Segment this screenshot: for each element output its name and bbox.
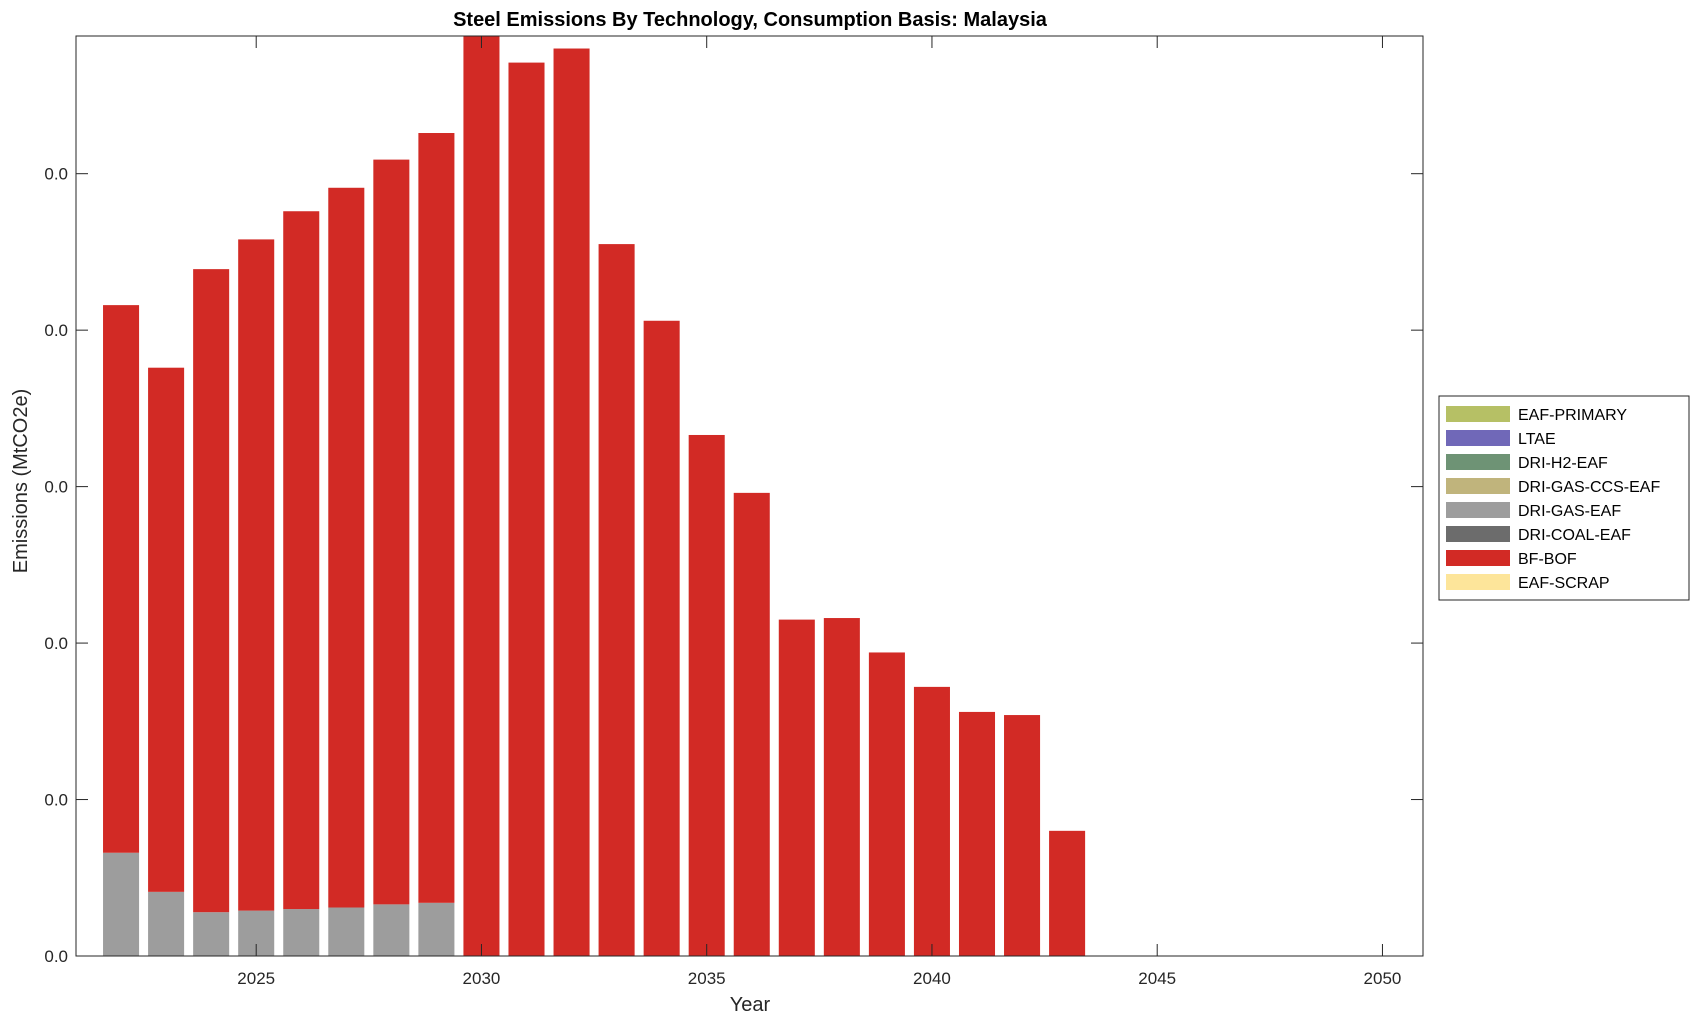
legend-label-eaf-primary: EAF-PRIMARY [1518,407,1627,424]
legend-label-dri-coal-eaf: DRI-COAL-EAF [1518,527,1631,544]
legend-label-bf-bof: BF-BOF [1518,551,1577,568]
bar-bf-bof-2030 [463,36,500,956]
bar-bf-bof-2023 [148,367,185,892]
y-tick-label: 0.0 [44,634,68,653]
axes-frame [75,35,1424,957]
bar-bf-bof-2027 [328,187,365,908]
legend-swatch-dri-gas-eaf [1446,502,1510,518]
chart-title: Steel Emissions By Technology, Consumpti… [453,9,1048,31]
bar-bf-bof-2034 [643,320,680,956]
legend-label-eaf-scrap: EAF-SCRAP [1518,575,1610,592]
x-tick-label: 2040 [913,969,951,988]
bar-bf-bof-2031 [508,62,545,957]
y-tick-label: 0.0 [44,165,68,184]
bar-dri-gas-eaf-2026 [283,909,320,956]
legend-swatch-bf-bof [1446,550,1510,566]
legend-swatch-dri-coal-eaf [1446,526,1510,542]
y-axis-label: Emissions (MtCO2e) [10,389,32,573]
bar-bf-bof-2029 [418,133,455,903]
bar-bf-bof-2039 [868,652,905,956]
y-tick-label: 0.0 [44,478,68,497]
bar-dri-gas-eaf-2023 [148,891,185,956]
bar-dri-gas-eaf-2027 [328,907,365,956]
legend-swatch-ltae [1446,430,1510,446]
bar-bf-bof-2041 [958,711,996,956]
legend-swatch-dri-gas-ccs-eaf [1446,478,1510,494]
bar-bf-bof-2036 [733,492,770,956]
bar-bf-bof-2043 [1049,830,1086,956]
legend-swatch-eaf-scrap [1446,574,1510,590]
legend: EAF-PRIMARY LTAE DRI-H2-EAF DRI-GAS-CCS-EAF… [1438,395,1690,601]
bar-bf-bof-2038 [823,618,860,956]
legend-swatch-dri-h2-eaf [1446,454,1510,470]
y-tick-label: 0.0 [44,947,68,966]
bar-bf-bof-2024 [193,269,230,913]
x-tick-label: 2030 [463,969,501,988]
legend-label-dri-gas-eaf: DRI-GAS-EAF [1518,503,1621,520]
bar-bf-bof-2026 [283,211,320,910]
bar-bf-bof-2022 [103,305,140,853]
y-tick-label: 0.0 [44,321,68,340]
bar-bf-bof-2028 [373,159,410,905]
x-axis-label: Year [730,994,771,1016]
bar-bf-bof-2037 [778,619,815,956]
bar-bf-bof-2035 [688,434,725,957]
y-tick-label: 0.0 [44,791,68,810]
bar-dri-gas-eaf-2028 [373,904,410,956]
bar-bf-bof-2032 [553,48,590,956]
legend-label-dri-h2-eaf: DRI-H2-EAF [1518,455,1608,472]
bar-bf-bof-2025 [238,239,275,911]
x-tick-label: 2045 [1138,969,1176,988]
x-tick-label: 2035 [688,969,726,988]
bar-bf-bof-2040 [913,686,950,956]
legend-label-ltae: LTAE [1518,431,1556,448]
bar-dri-gas-eaf-2024 [193,912,230,956]
x-tick-label: 2025 [237,969,275,988]
legend-swatch-eaf-primary [1446,406,1510,422]
legend-box [1438,395,1690,601]
bar-bf-bof-2033 [598,244,635,957]
bar-bf-bof-2042 [1004,715,1041,956]
plot-area: 2025 2030 2035 2040 2045 2050 0.0 0.0 0.0 0.0 0.0 0… [44,35,1424,988]
x-tick-label: 2050 [1364,969,1402,988]
bar-dri-gas-eaf-2022 [103,852,140,956]
bar-dri-gas-eaf-2029 [418,902,455,956]
legend-label-dri-gas-ccs-eaf: DRI-GAS-CCS-EAF [1518,479,1660,496]
